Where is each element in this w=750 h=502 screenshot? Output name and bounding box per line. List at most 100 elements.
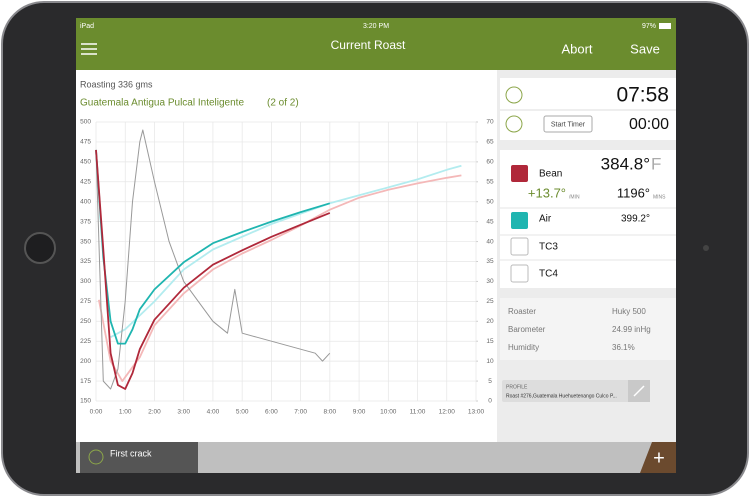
series-line [95,129,331,390]
y2-tick-label: 70 [486,119,494,126]
y-tick-label: 425 [80,179,91,186]
bean-swatch[interactable] [511,165,528,182]
timer-icon [505,115,523,133]
info-key: Humidity [508,343,539,352]
chart-panel [76,70,497,442]
y2-tick-label: 25 [486,298,494,305]
x-tick-label: 8:00 [324,409,337,416]
elapsed-time: 07:58 [616,84,669,107]
camera [703,245,709,251]
y2-tick-label: 30 [486,278,494,285]
screen-title: Current Roast [331,38,406,52]
tc3-swatch[interactable] [510,237,529,256]
start-timer-button[interactable] [543,115,593,133]
info-value: 24.99 inHg [612,325,651,334]
series-line [95,149,331,345]
add-button[interactable] [640,442,676,473]
bean-ror: +13.7° [528,185,566,200]
y-tick-label: 225 [80,338,91,345]
y2-tick-label: 0 [488,398,492,405]
y2-tick-label: 65 [486,139,494,146]
x-tick-label: 3:00 [177,409,190,416]
info-value: Huky 500 [612,307,646,316]
info-key: Barometer [508,325,546,334]
header-bar [76,18,676,70]
first-crack-button[interactable] [80,442,198,473]
x-tick-label: 10:00 [380,409,397,416]
y2-tick-label: 50 [486,198,494,205]
y2-tick-label: 5 [488,378,492,385]
add-icon: + [653,447,665,469]
info-rows: Roaster Huky 500 Barometer 24.99 inHg Humidi… [508,307,651,352]
profile-name: Roast #276,Guatemala Huehuetenango Culco… [506,393,617,399]
y2-tick-label: 35 [486,258,494,265]
bean-total: 1196° [617,185,650,200]
y2-tick-label: 55 [486,179,494,186]
x-tick-label: 6:00 [265,409,278,416]
x-tick-label: 1:00 [119,409,132,416]
y2-tick-label: 10 [486,358,494,365]
y-tick-label: 475 [80,139,91,146]
timer: 00:00 [629,116,669,133]
x-tick-label: 4:00 [207,409,220,416]
info-key: Roaster [508,307,536,316]
tc3-label: TC3 [539,242,558,253]
y-tick-label: 200 [80,358,91,365]
y-tick-label: 450 [80,159,91,166]
y2-tick-label: 60 [486,159,494,166]
y-tick-label: 250 [80,318,91,325]
y-tick-label: 150 [80,398,91,405]
air-temp: 399.2° [621,214,650,225]
y-tick-label: 275 [80,298,91,305]
y-tick-label: 175 [80,378,91,385]
series-line [110,164,462,338]
x-tick-label: 7:00 [294,409,307,416]
clock: 3:20 PM [363,23,389,30]
info-value: 36.1% [612,343,635,352]
first-crack-label[interactable]: First crack [110,448,152,458]
series-line [98,174,462,382]
air-swatch[interactable] [511,212,528,229]
y-tick-label: 400 [80,198,91,205]
x-tick-label: 12:00 [439,409,456,416]
roast-batch: (2 of 2) [267,98,299,109]
probes-card [500,150,676,288]
tc4-swatch[interactable] [510,264,529,283]
profile-label: PROFILE [506,384,528,390]
abort-button[interactable]: Abort [561,41,592,56]
carrier: iPad [80,23,94,30]
series-line [95,149,331,390]
air-label: Air [539,214,552,225]
y-tick-label: 325 [80,258,91,265]
y-tick-label: 350 [80,238,91,245]
save-button[interactable]: Save [630,41,660,56]
ror-unit: /MIN [569,194,580,200]
roast-weight: Roasting 336 gms [80,79,153,89]
chart: 1501752002252502753003253503754004254504… [80,119,494,416]
y-tick-label: 375 [80,218,91,225]
battery: 97% [642,23,656,30]
x-tick-label: 0:00 [90,409,103,416]
clock-icon [505,86,523,104]
total-unit: MINS [653,194,666,200]
start-timer-label[interactable]: Start Timer [551,121,586,128]
home-button [24,232,56,264]
y-tick-label: 500 [80,119,91,126]
profile-card[interactable] [502,380,650,402]
first-crack-icon [88,449,104,465]
y2-tick-label: 15 [486,338,494,345]
x-tick-label: 13:00 [468,409,485,416]
x-tick-label: 9:00 [353,409,366,416]
y2-tick-label: 45 [486,218,494,225]
y-tick-label: 300 [80,278,91,285]
x-tick-label: 2:00 [148,409,161,416]
pencil-icon [633,385,645,397]
bean-unit: F [651,154,661,173]
x-tick-label: 11:00 [410,409,426,416]
menu-button[interactable] [81,43,97,55]
tc4-label: TC4 [539,269,558,280]
y2-tick-label: 20 [486,318,494,325]
bean-temp: 384.8° [601,154,650,173]
roast-name: Guatemala Antigua Pulcal Inteligente [80,98,244,109]
